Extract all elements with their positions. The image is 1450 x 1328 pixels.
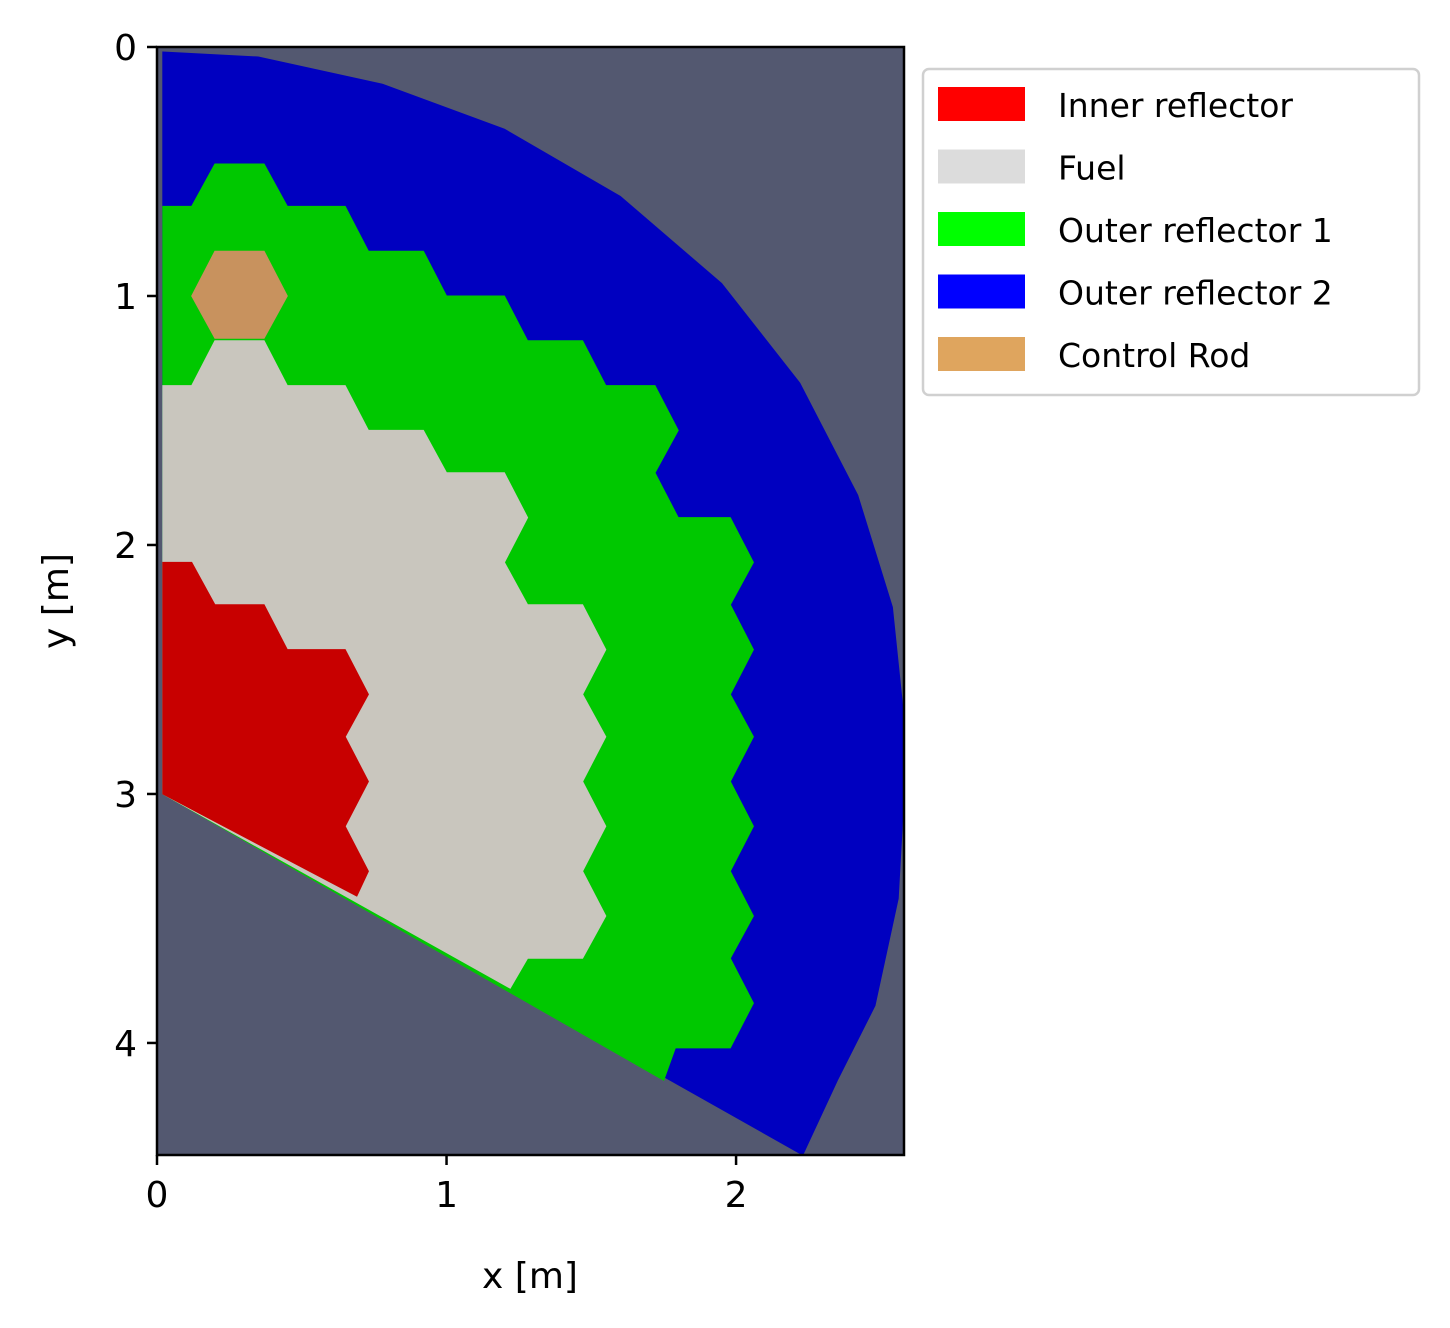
legend-label: Inner reflector — [1058, 86, 1293, 125]
y-tick-label: 1 — [114, 277, 137, 318]
legend-label: Control Rod — [1058, 336, 1250, 375]
x-tick-label: 0 — [146, 1175, 169, 1216]
legend-swatch — [938, 149, 1025, 184]
legend-swatch — [938, 274, 1025, 309]
y-axis-label: y [m] — [36, 553, 77, 649]
legend-swatch — [938, 337, 1025, 371]
region-control-rod — [191, 250, 288, 339]
legend-label: Outer reflector 1 — [1058, 211, 1333, 250]
legend: Inner reflector Fuel Outer reflector 1 Oute… — [921, 67, 1421, 397]
legend-swatch — [938, 87, 1025, 121]
x-axis-ticks: 0 1 2 — [146, 1155, 748, 1216]
plot-frame — [155, 45, 906, 1157]
legend-box — [921, 67, 1421, 397]
y-axis-ticks: 0 1 2 3 4 — [114, 28, 157, 1065]
plot-area — [155, 45, 906, 1157]
y-tick-label: 3 — [114, 775, 137, 816]
y-tick-label: 4 — [114, 1024, 137, 1065]
x-axis-label: x [m] — [482, 1256, 578, 1297]
legend-label: Fuel — [1058, 149, 1126, 188]
x-tick-label: 2 — [725, 1175, 748, 1216]
x-tick-label: 1 — [435, 1175, 458, 1216]
legend-swatch — [938, 212, 1025, 246]
y-tick-label: 2 — [114, 526, 137, 567]
region-inner-reflector — [162, 561, 369, 897]
y-tick-label: 0 — [114, 28, 137, 69]
legend-label: Outer reflector 2 — [1058, 274, 1333, 313]
